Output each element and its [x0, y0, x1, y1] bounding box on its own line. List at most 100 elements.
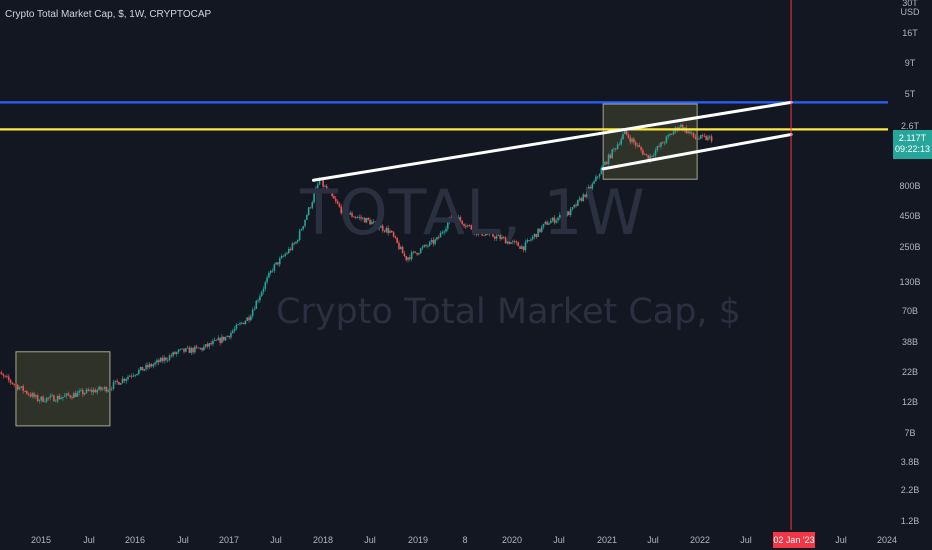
candle-body: [638, 145, 641, 148]
candle-body: [611, 149, 613, 159]
candle-body: [409, 257, 411, 260]
candle-body: [62, 396, 64, 399]
candle-body: [539, 228, 541, 232]
candle-body: [139, 366, 142, 370]
chart-title[interactable]: Crypto Total Market Cap, $, 1W, CRYPTOCA…: [5, 9, 212, 20]
candle-body: [166, 359, 169, 361]
candle-body: [372, 221, 375, 223]
candle-body: [542, 223, 545, 227]
y-tick-label: 2.6T: [901, 121, 920, 131]
candle-body: [45, 397, 48, 402]
candle-body: [649, 155, 651, 161]
candle-body: [228, 335, 230, 338]
candle-body: [418, 253, 420, 255]
candle-body: [237, 324, 239, 326]
candle-body: [562, 215, 565, 220]
candle-body: [206, 344, 209, 347]
candle-body: [210, 343, 212, 345]
candle-body: [427, 245, 429, 247]
candle-body: [403, 253, 406, 256]
candle-body: [103, 386, 106, 389]
candle-body: [513, 241, 516, 243]
candle-body: [398, 242, 400, 250]
candle-body: [78, 390, 81, 393]
candle-body: [614, 148, 617, 150]
candle-body: [627, 134, 630, 138]
candle-body: [199, 347, 202, 349]
candle-body: [616, 144, 619, 149]
candle-body: [591, 183, 594, 189]
candle-body: [521, 246, 523, 249]
candle-body: [392, 232, 395, 237]
candle-body: [76, 392, 79, 397]
candle-body: [671, 134, 673, 135]
y-axis-background: [888, 0, 932, 530]
candle-body: [553, 217, 556, 223]
candle-body: [609, 154, 612, 159]
candle-body: [157, 360, 160, 363]
candle-body: [60, 398, 62, 400]
candle-body: [652, 155, 655, 157]
candle-body: [239, 323, 241, 325]
candle-body: [642, 150, 644, 155]
candle-body: [439, 232, 442, 238]
candle-body: [569, 208, 572, 216]
candle-body: [374, 221, 377, 223]
candle-body: [289, 248, 292, 250]
candle-body: [231, 330, 234, 333]
candle-body: [519, 246, 521, 249]
candle-body: [428, 241, 431, 246]
candle-body: [105, 386, 108, 392]
candle-body: [152, 364, 155, 367]
candle-body: [7, 376, 10, 380]
candle-body: [586, 188, 588, 197]
candle-body: [130, 375, 133, 377]
candle-body: [156, 360, 158, 363]
candle-body: [555, 220, 557, 223]
candle-body: [457, 217, 460, 222]
candle-body: [528, 240, 530, 241]
y-tick-label: 70B: [902, 306, 918, 316]
candle-body: [701, 135, 704, 136]
highlight-box: [15, 351, 111, 427]
candle-body: [224, 336, 227, 341]
candle-body: [49, 395, 52, 398]
candle-body: [148, 364, 151, 368]
candle-body: [181, 348, 183, 350]
candle-body: [74, 393, 77, 397]
candle-body: [486, 233, 489, 235]
x-tick-label: 2021: [597, 535, 617, 545]
candle-body: [132, 375, 135, 377]
candle-body: [273, 264, 276, 271]
x-tick-label: Jul: [553, 535, 565, 545]
candle-body: [497, 234, 500, 236]
candle-body: [376, 221, 379, 229]
candle-body: [53, 395, 55, 402]
candle-body: [633, 138, 635, 143]
candle-body: [204, 344, 207, 347]
candle-body: [241, 322, 243, 324]
candle-body: [325, 186, 328, 190]
x-tick-label: Jul: [177, 535, 189, 545]
candle-body: [577, 199, 579, 206]
candle-body: [687, 131, 689, 133]
candle-body: [266, 277, 268, 283]
candle-body: [481, 229, 483, 236]
candle-body: [109, 388, 111, 390]
candle-body: [125, 379, 127, 381]
candle-body: [692, 132, 695, 137]
candle-body: [192, 347, 194, 353]
candle-body: [277, 262, 279, 265]
candle-body: [434, 239, 436, 244]
candle-body: [101, 388, 104, 390]
candle-body: [522, 246, 525, 251]
candle-body: [571, 207, 574, 209]
candle-body: [159, 357, 162, 363]
candle-body: [640, 147, 642, 151]
candle-body: [436, 237, 438, 240]
x-tick-label: 2022: [690, 535, 710, 545]
candle-body: [286, 253, 288, 255]
candle-body: [89, 389, 91, 391]
